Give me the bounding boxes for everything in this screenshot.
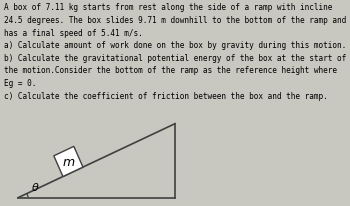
Text: the motion.Consider the bottom of the ramp as the reference height where: the motion.Consider the bottom of the ra… [4, 66, 336, 75]
Text: m: m [62, 155, 75, 168]
Text: b) Calculate the gravitational potential energy of the box at the start of: b) Calculate the gravitational potential… [4, 54, 346, 62]
Text: Eg = 0.: Eg = 0. [4, 79, 36, 88]
Text: A box of 7.11 kg starts from rest along the side of a ramp with incline: A box of 7.11 kg starts from rest along … [4, 3, 332, 12]
Text: c) Calculate the coefficient of friction between the box and the ramp.: c) Calculate the coefficient of friction… [4, 91, 327, 100]
Polygon shape [54, 147, 83, 177]
Text: 24.5 degrees. The box slides 9.71 m downhill to the bottom of the ramp and: 24.5 degrees. The box slides 9.71 m down… [4, 16, 346, 25]
Text: a) Calculate amount of work done on the box by gravity during this motion.: a) Calculate amount of work done on the … [4, 41, 346, 50]
Text: has a final speed of 5.41 m/s.: has a final speed of 5.41 m/s. [4, 28, 142, 37]
Text: θ: θ [32, 182, 38, 192]
